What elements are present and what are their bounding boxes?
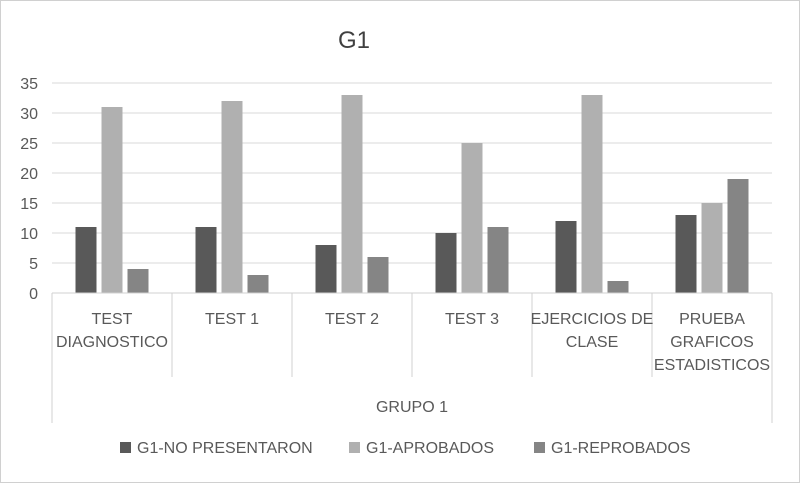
y-tick-label: 20 <box>20 166 38 183</box>
bar <box>195 227 217 293</box>
y-tick-label: 15 <box>20 196 38 213</box>
category-label: DIAGNOSTICO <box>56 334 168 351</box>
legend-swatch <box>120 442 131 453</box>
bar <box>675 215 697 293</box>
bar <box>701 203 723 293</box>
category-labels: TEST DIAGNOSTICO TEST 1 TEST 2 TEST 3 EJERCIC… <box>56 311 770 374</box>
bar <box>607 281 629 293</box>
bar <box>75 227 97 293</box>
legend: G1-NO PRESENTARON G1-APROBADOS G1-REPROBAD… <box>120 440 691 457</box>
y-tick-label: 10 <box>20 226 38 243</box>
legend-swatch <box>534 442 545 453</box>
bar <box>127 269 149 293</box>
bar <box>581 95 603 293</box>
y-tick-label: 25 <box>20 136 38 153</box>
category-label: TEST 1 <box>205 311 259 328</box>
bar <box>461 143 483 293</box>
bar <box>555 221 577 293</box>
gridlines <box>52 82 772 264</box>
category-label: TEST <box>92 311 133 328</box>
bar <box>367 257 389 293</box>
y-tick-label: 5 <box>29 256 38 273</box>
category-label: PRUEBA <box>679 311 745 328</box>
y-tick-label: 0 <box>29 286 38 303</box>
bar <box>247 275 269 293</box>
category-label: CLASE <box>566 334 618 351</box>
bar <box>487 227 509 293</box>
category-axis <box>51 292 773 423</box>
chart-title: G1 <box>338 27 370 54</box>
category-label: ESTADISTICOS <box>654 357 770 374</box>
legend-label: G1-NO PRESENTARON <box>137 440 313 457</box>
y-axis-ticks: 0 5 10 15 20 25 30 35 <box>20 76 38 303</box>
bar <box>341 95 363 293</box>
bar <box>221 101 243 293</box>
category-label: TEST 3 <box>445 311 499 328</box>
legend-label: G1-REPROBADOS <box>551 440 691 457</box>
bar <box>727 179 749 293</box>
y-tick-label: 35 <box>20 76 38 93</box>
category-label: GRAFICOS <box>670 334 754 351</box>
legend-swatch <box>349 442 360 453</box>
bars <box>75 95 749 293</box>
y-tick-label: 30 <box>20 106 38 123</box>
bar <box>435 233 457 293</box>
category-label: EJERCICIOS DE <box>531 311 654 328</box>
bar <box>315 245 337 293</box>
legend-label: G1-APROBADOS <box>366 440 494 457</box>
category-label: TEST 2 <box>325 311 379 328</box>
group-label: GRUPO 1 <box>376 399 448 416</box>
bar <box>101 107 123 293</box>
